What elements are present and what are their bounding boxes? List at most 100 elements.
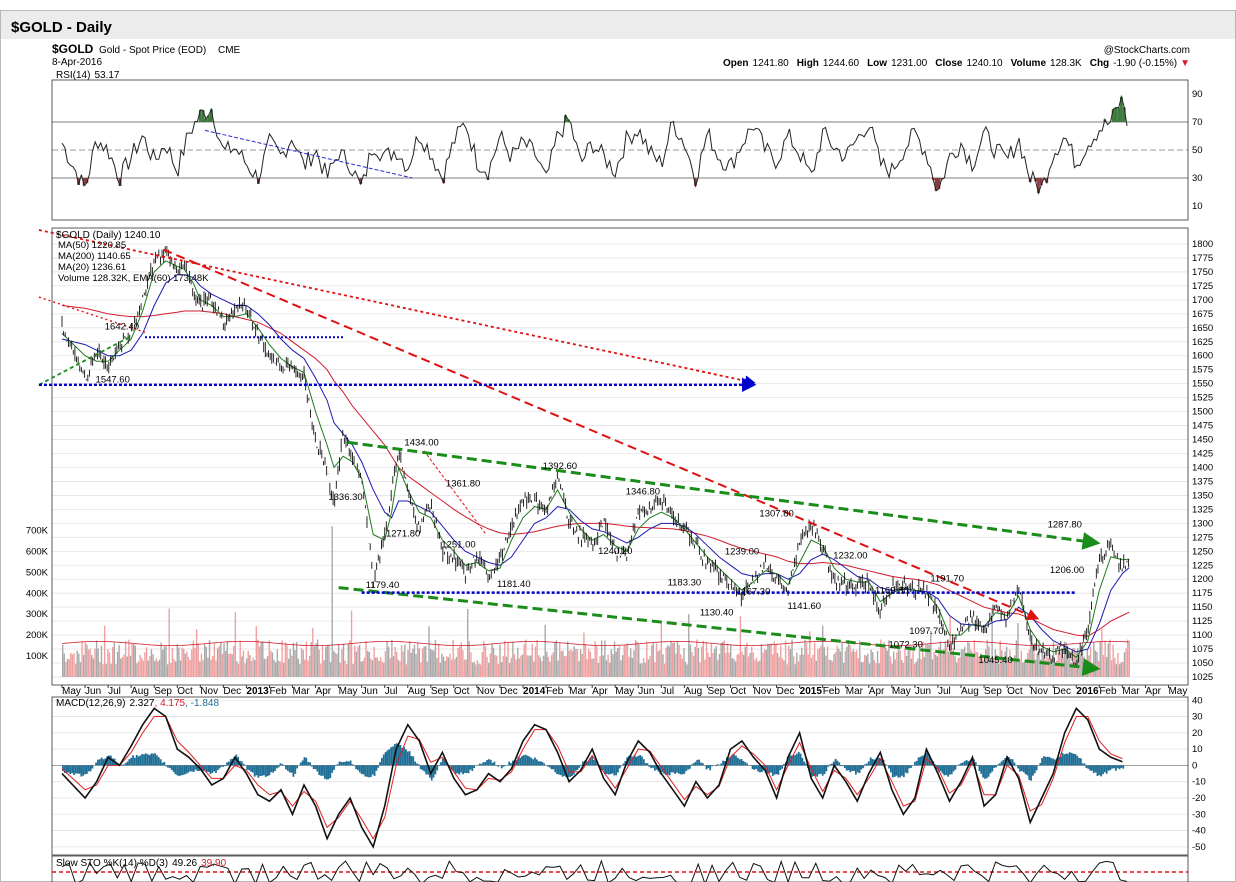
macd-hist-bar xyxy=(137,756,140,766)
macd-hist-bar xyxy=(818,765,820,775)
volume-bar xyxy=(684,661,687,677)
volume-bar xyxy=(875,663,877,677)
price-tick-label: 1725 xyxy=(1192,281,1213,292)
volume-bar xyxy=(547,656,550,677)
macd-hist-bar xyxy=(539,761,542,766)
macd-hist-bar xyxy=(685,765,688,772)
volume-bar xyxy=(407,649,409,677)
rsi-overbought-fill xyxy=(1111,109,1115,122)
volume-bar xyxy=(544,624,546,677)
stochastic-line xyxy=(61,859,1128,882)
macd-hist-bar xyxy=(121,764,123,766)
volume-bar xyxy=(649,655,651,677)
volume-bar xyxy=(733,659,735,677)
macd-hist-bar xyxy=(377,765,380,768)
volume-bar xyxy=(707,652,709,677)
x-tick-label: Dec xyxy=(500,686,518,697)
macd-hist-bar xyxy=(63,765,66,773)
price-tick-label: 1075 xyxy=(1192,644,1213,655)
macd-hist-bar xyxy=(500,765,503,769)
volume-bar xyxy=(457,647,459,677)
price-tick-label: 1225 xyxy=(1192,560,1213,571)
macd-tick-label: 40 xyxy=(1192,695,1203,706)
volume-bar xyxy=(778,656,780,677)
volume-bar xyxy=(675,653,677,677)
x-tick-label: Feb xyxy=(823,686,841,697)
trendline-green-dashed-short xyxy=(38,335,132,386)
macd-hist-bar xyxy=(369,765,372,777)
volume-bar xyxy=(325,646,327,677)
macd-hist-bar xyxy=(998,763,1001,766)
volume-tick-label: 100K xyxy=(26,651,49,662)
volume-bar xyxy=(205,647,208,677)
volume-bar xyxy=(749,653,751,677)
macd-hist-bar xyxy=(156,755,158,766)
macd-hist-bar xyxy=(338,761,341,766)
volume-bar xyxy=(576,649,579,677)
macd-hist-bar xyxy=(67,765,70,773)
macd-hist-bar xyxy=(547,765,549,767)
volume-bar xyxy=(229,653,232,677)
volume-bar xyxy=(334,652,337,677)
volume-bar xyxy=(599,656,601,677)
macd-hist-bar xyxy=(323,765,326,779)
macd-hist-bar xyxy=(471,765,474,771)
volume-bar xyxy=(847,639,850,677)
volume-bar xyxy=(959,657,961,677)
volume-bar xyxy=(813,642,816,677)
volume-bar xyxy=(179,660,182,677)
macd-hist-bar xyxy=(1102,765,1104,775)
price-tick-label: 1325 xyxy=(1192,504,1213,515)
macd-hist-bar xyxy=(250,765,252,772)
macd-hist-bar xyxy=(677,765,680,774)
macd-hist-bar xyxy=(78,765,81,774)
volume-bar xyxy=(1025,661,1027,677)
macd-hist-bar xyxy=(788,753,791,766)
volume-bar xyxy=(881,644,884,677)
volume-bar xyxy=(981,658,984,677)
volume-bar xyxy=(94,648,96,677)
macd-hist-bar xyxy=(976,765,979,767)
macd-hist-bar xyxy=(1048,756,1051,766)
volume-bar xyxy=(223,643,225,677)
volume-bar xyxy=(512,641,514,677)
volume-bar xyxy=(1109,639,1111,677)
macd-hist-bar xyxy=(570,765,573,777)
rsi-pane-border xyxy=(51,79,1189,221)
volume-bar xyxy=(1046,656,1048,677)
volume-bar xyxy=(354,645,356,677)
macd-hist-bar xyxy=(185,765,188,774)
volume-bar xyxy=(286,644,288,677)
macd-hist-bar xyxy=(290,765,293,773)
volume-bar xyxy=(996,654,998,677)
macd-hist-bar xyxy=(665,765,667,775)
macd-hist-bar xyxy=(1114,765,1117,771)
volume-bar xyxy=(660,623,663,677)
volume-bar xyxy=(128,639,130,677)
macd-hist-bar xyxy=(830,763,833,766)
macd-hist-bar xyxy=(357,765,359,771)
volume-bar xyxy=(973,639,976,677)
macd-hist-bar xyxy=(954,765,957,770)
macd-hist-bar xyxy=(534,757,536,766)
macd-hist-bar xyxy=(866,763,868,766)
volume-bar xyxy=(904,648,906,677)
macd-hist-bar xyxy=(229,759,232,766)
volume-bar xyxy=(295,642,298,677)
volume-bar xyxy=(980,653,982,677)
macd-hist-bar xyxy=(263,765,265,776)
macd-hist-bar xyxy=(1022,765,1025,773)
volume-bar xyxy=(642,657,645,677)
volume-bar xyxy=(931,659,934,677)
macd-hist-bar xyxy=(731,754,734,766)
volume-bar xyxy=(872,652,874,677)
volume-bar xyxy=(436,657,438,677)
volume-bar xyxy=(518,658,521,677)
volume-bar xyxy=(539,657,542,677)
volume-bar xyxy=(76,650,78,677)
rsi-tick-label: 30 xyxy=(1192,173,1203,184)
macd-hist-bar xyxy=(1006,755,1008,766)
macd-hist-bar xyxy=(757,765,760,772)
macd-hist-bar xyxy=(196,765,199,771)
volume-bar xyxy=(1022,662,1024,677)
